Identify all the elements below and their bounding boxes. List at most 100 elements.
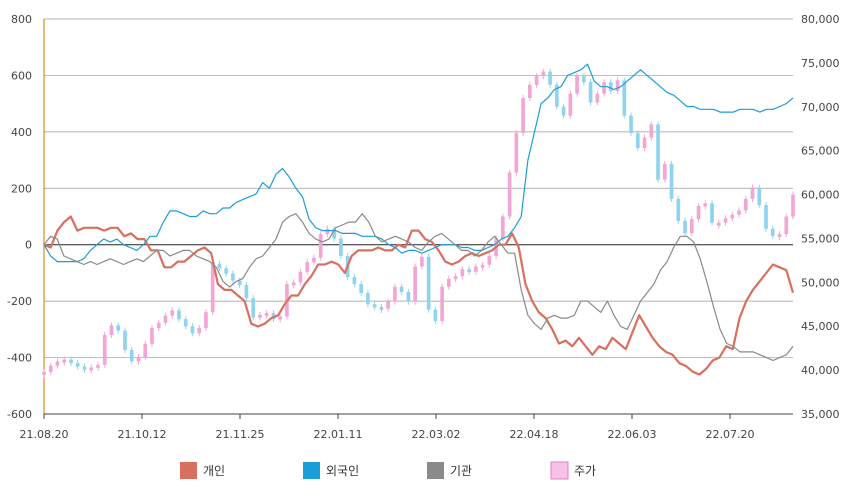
price-candles — [42, 68, 795, 378]
price-candle — [595, 93, 600, 103]
price-candle — [264, 313, 269, 317]
x-tick-label: 22.03.02 — [412, 428, 461, 441]
price-candle — [683, 220, 687, 234]
price-candle — [136, 356, 141, 362]
y-left-tick-label: -400 — [7, 352, 32, 365]
price-candle — [642, 137, 647, 149]
price-candle — [433, 309, 438, 321]
price-candle — [588, 82, 593, 103]
price-candle — [386, 301, 390, 309]
price-candle — [554, 84, 559, 107]
price-candle — [420, 256, 424, 267]
axes: -600 -400 -200 0 200 400 600 800 35,000 40,000 45,… — [7, 13, 839, 441]
y-right-tick-label: 50,000 — [801, 276, 840, 289]
y-right-tick-label: 75,000 — [801, 57, 840, 70]
price-candle — [224, 268, 229, 274]
price-candle — [777, 234, 782, 238]
price-candle — [183, 319, 188, 327]
price-candle — [352, 277, 357, 285]
legend-swatch — [180, 462, 197, 479]
series-line-개인 — [43, 215, 795, 376]
price-candle — [541, 71, 546, 77]
y-left-tick-label: 400 — [11, 126, 32, 139]
price-candle — [318, 234, 323, 258]
y-left-tick-label: 200 — [11, 182, 32, 195]
price-candle — [298, 271, 303, 283]
price-candle — [649, 124, 654, 138]
price-candle — [737, 210, 741, 215]
price-candle — [197, 327, 202, 334]
price-candle — [359, 284, 363, 293]
price-candle — [602, 82, 606, 94]
price-candle — [548, 71, 552, 85]
price-candle — [190, 326, 195, 334]
price-candle — [258, 314, 262, 318]
price-candle — [514, 133, 519, 173]
price-candle — [325, 228, 330, 235]
price-candle — [96, 364, 100, 368]
price-candle — [372, 304, 377, 308]
price-candle — [42, 371, 46, 375]
price-candle — [163, 315, 168, 323]
legend-label: 기관 — [450, 464, 472, 478]
price-candle — [689, 219, 694, 234]
price-candle — [379, 306, 384, 310]
price-candle — [656, 124, 660, 180]
grid — [44, 18, 793, 415]
price-candle — [332, 228, 336, 239]
price-candle — [62, 359, 67, 363]
price-candle — [339, 238, 343, 256]
legend-swatch — [427, 462, 444, 479]
x-tick-label: 22.04.18 — [510, 428, 559, 441]
x-tick-label: 21.10.12 — [118, 428, 167, 441]
price-candle — [426, 256, 431, 310]
price-candle — [474, 266, 478, 272]
price-candle — [716, 222, 721, 226]
price-candle — [527, 84, 532, 98]
price-candle — [48, 365, 53, 372]
legend: 개인 외국인 기관 주가 — [180, 461, 596, 480]
price-candle — [507, 172, 512, 217]
y-right-tick-label: 55,000 — [801, 232, 840, 245]
price-candle — [116, 325, 121, 331]
price-candle — [568, 93, 573, 116]
price-candle — [622, 80, 627, 116]
y-left-tick-label: -600 — [7, 408, 32, 421]
price-candle — [676, 198, 681, 221]
price-candle — [703, 203, 708, 207]
price-candle — [406, 291, 411, 302]
y-left-tick-label: 0 — [25, 239, 32, 252]
price-candle — [501, 216, 505, 239]
y-left-tick-label: 800 — [11, 13, 32, 26]
price-candle — [770, 228, 775, 236]
price-candle — [399, 286, 404, 292]
price-candle — [764, 205, 768, 229]
price-candle — [393, 286, 397, 302]
price-candle — [177, 310, 181, 320]
price-candle — [723, 218, 728, 223]
price-candle — [743, 198, 748, 211]
price-candle — [143, 343, 148, 357]
y-right-tick-label: 45,000 — [801, 320, 840, 333]
y-right-tick-label: 80,000 — [801, 13, 840, 26]
price-candle — [757, 187, 762, 206]
price-candle — [129, 349, 134, 362]
price-candle — [669, 163, 674, 199]
price-candle — [82, 366, 87, 370]
price-candle — [69, 359, 73, 364]
price-candle — [750, 187, 755, 199]
y-right-tick-label: 40,000 — [801, 364, 840, 377]
y-left-tick-label: -200 — [7, 295, 32, 308]
price-candle — [150, 327, 154, 344]
price-candle — [102, 335, 107, 365]
price-candle — [453, 276, 458, 280]
y-right-tick-label: 65,000 — [801, 145, 840, 158]
price-candle — [217, 263, 222, 269]
price-candle — [237, 280, 242, 285]
price-candle — [791, 194, 795, 217]
price-candle — [521, 98, 525, 134]
price-candle — [460, 269, 465, 277]
y-left-tick-label: 600 — [11, 69, 32, 82]
price-candle — [109, 325, 114, 335]
price-candle — [447, 278, 451, 287]
